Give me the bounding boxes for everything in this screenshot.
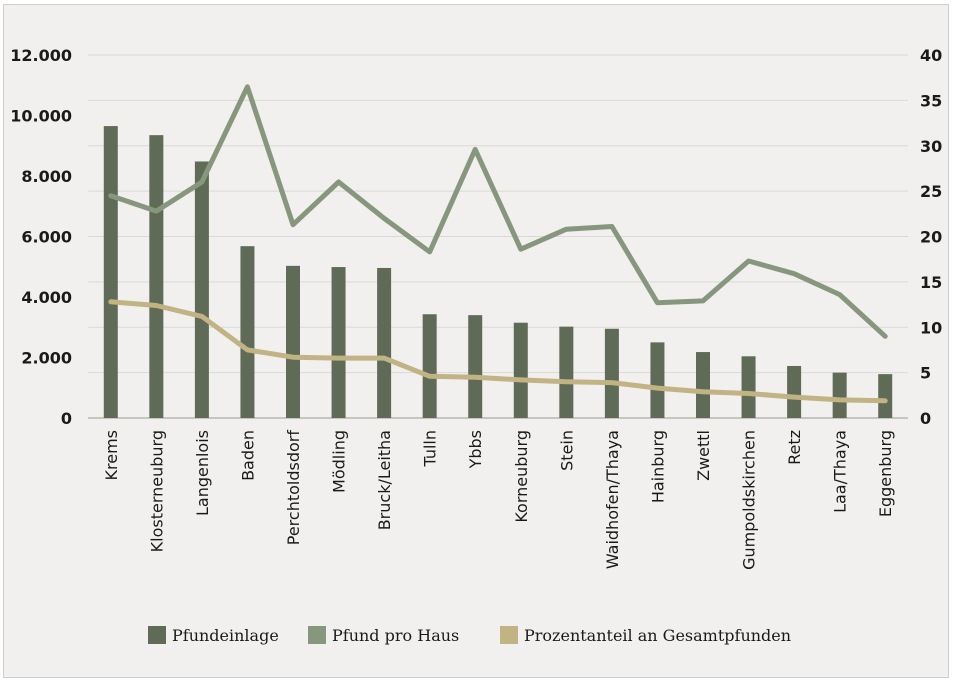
- y-left-tick-label: 2.000: [21, 349, 72, 368]
- x-category-label: Laa/Thaya: [831, 430, 850, 513]
- line-series: [108, 84, 888, 404]
- legend-label: Prozentanteil an Gesamtpfunden: [524, 626, 791, 645]
- y-left-tick-label: 8.000: [21, 167, 72, 186]
- gridlines: [88, 54, 908, 419]
- series-line: [108, 299, 888, 404]
- x-category-label: Klosterneuburg: [147, 430, 166, 552]
- bar: [878, 374, 893, 418]
- x-category-label: Krems: [102, 430, 121, 480]
- y-right-tick-label: 25: [920, 182, 942, 201]
- x-category-label: Gumpoldskirchen: [740, 430, 759, 570]
- x-category-label: Retz: [785, 430, 804, 465]
- y-right-tick-label: 30: [920, 137, 942, 156]
- x-category-label: Korneuburg: [512, 430, 531, 523]
- bar: [696, 352, 710, 418]
- legend: Pfundeinlage Pfund pro Haus Prozentanteil …: [148, 626, 791, 645]
- x-category-label: Baden: [238, 430, 257, 481]
- legend-swatch: [308, 626, 326, 644]
- x-category-label: Bruck/Leitha: [375, 430, 394, 530]
- bar: [194, 161, 209, 419]
- legend-label: Pfund pro Haus: [332, 626, 459, 645]
- y-axis-left: 0 2.000 4.000 6.000 8.000 10.000 12.000: [10, 46, 72, 428]
- x-category-label: Zwettl: [694, 430, 713, 481]
- y-left-tick-label: 4.000: [21, 288, 72, 307]
- x-category-label: Langenlois: [193, 430, 212, 516]
- y-right-tick-label: 0: [920, 409, 931, 428]
- bar: [787, 365, 802, 418]
- bar: [741, 356, 756, 418]
- bar-series-pfundeinlage: [103, 126, 893, 419]
- x-category-label: Stein: [557, 430, 576, 471]
- bar: [650, 342, 665, 418]
- x-category-label: Mödling: [330, 430, 349, 493]
- legend-swatch: [148, 626, 166, 644]
- legend-label: Pfundeinlage: [172, 626, 279, 645]
- bar: [604, 328, 619, 418]
- bar: [103, 126, 118, 419]
- bar: [149, 135, 164, 418]
- bar: [377, 267, 392, 418]
- y-right-tick-label: 5: [920, 364, 931, 383]
- y-axis-right: 0 5 10 15 20 25 30 35 40: [920, 46, 942, 428]
- y-right-tick-label: 35: [920, 91, 942, 110]
- y-left-tick-label: 12.000: [10, 46, 72, 65]
- bar: [468, 315, 483, 418]
- x-category-label: Eggenburg: [876, 430, 895, 517]
- x-category-label: Perchtoldsdorf: [284, 430, 303, 546]
- y-right-tick-label: 15: [920, 273, 942, 292]
- bar: [559, 326, 574, 418]
- x-category-label: Ybbs: [466, 430, 485, 469]
- bar: [240, 246, 255, 418]
- x-category-label: Tulln: [421, 430, 440, 468]
- x-category-label: Waidhofen/Thaya: [603, 430, 622, 569]
- y-right-tick-label: 40: [920, 46, 942, 65]
- x-axis-categories: Krems Klosterneuburg Langenlois Baden Percht…: [102, 430, 895, 570]
- y-right-tick-label: 10: [920, 318, 942, 337]
- bar: [832, 372, 847, 418]
- x-category-label: Hainburg: [648, 430, 667, 503]
- bar: [286, 265, 300, 418]
- bar: [513, 322, 528, 418]
- bar: [422, 314, 437, 418]
- y-left-tick-label: 0: [61, 409, 72, 428]
- legend-swatch: [500, 626, 518, 644]
- y-right-tick-label: 20: [920, 228, 942, 247]
- y-left-tick-label: 6.000: [21, 228, 72, 247]
- bar: [331, 267, 346, 418]
- y-left-tick-label: 10.000: [10, 107, 72, 126]
- series-line: [108, 84, 888, 339]
